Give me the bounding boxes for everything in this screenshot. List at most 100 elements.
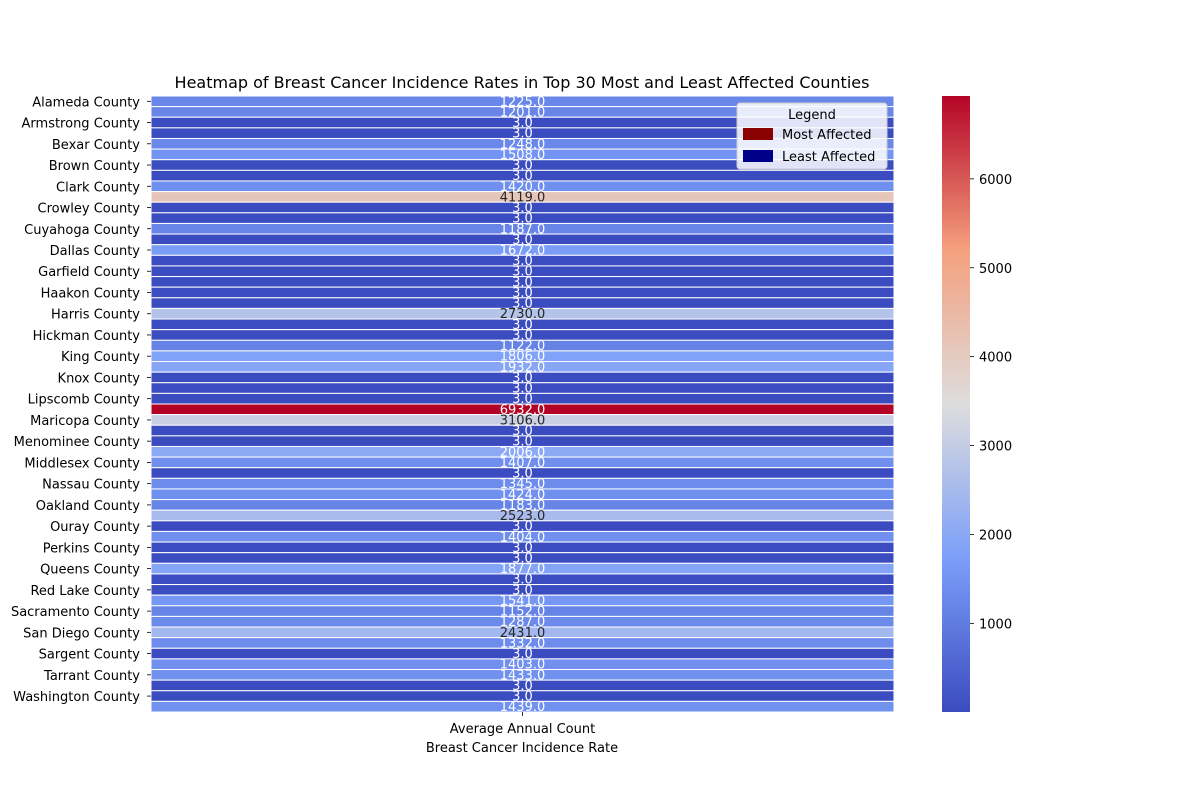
heatmap-cell-label: 2006.0: [500, 445, 546, 460]
heatmap-cell-label: 2730.0: [500, 307, 546, 322]
y-tick-label: Oakland County: [36, 499, 141, 514]
heatmap-cell-label: 3.0: [512, 297, 533, 312]
heatmap-cell-label: 1287.0: [500, 615, 546, 630]
heatmap-cell-label: 1345.0: [500, 477, 546, 492]
colorbar-tick-label: 6000: [979, 173, 1012, 188]
y-tick-label: Lipscomb County: [28, 393, 141, 408]
heatmap-cell-label: 3.0: [512, 116, 533, 131]
heatmap-cell-label: 3.0: [512, 127, 533, 142]
heatmap-cell-label: 3.0: [512, 328, 533, 343]
heatmap-cell-label: 3.0: [512, 552, 533, 567]
heatmap-cell-label: 3.0: [512, 467, 533, 482]
y-tick-label: Alameda County: [32, 95, 140, 110]
y-axis-ticks: Alameda County Armstrong County Bexar Coun…: [11, 95, 151, 705]
heatmap-cells: [150, 95, 895, 713]
heatmap-cell-label: 1404.0: [500, 530, 546, 545]
heatmap-cell-label: 3.0: [512, 254, 533, 269]
heatmap-cell-label: 3.0: [512, 201, 533, 216]
heatmap-cell-label: 1433.0: [500, 668, 546, 683]
y-tick-label: Middlesex County: [24, 456, 140, 471]
y-tick-label: Haakon County: [41, 286, 141, 301]
y-tick-label: Perkins County: [43, 541, 141, 556]
heatmap-cell-label: 3.0: [512, 541, 533, 556]
heatmap-cell-label: 1672.0: [500, 244, 546, 259]
y-tick-label: Menominee County: [14, 435, 141, 450]
heatmap-cell-label: 1407.0: [500, 456, 546, 471]
y-tick-label: Harris County: [51, 308, 140, 323]
heatmap-cell-label: 3.0: [512, 583, 533, 598]
colorbar-tick-label: 3000: [979, 440, 1012, 455]
heatmap-cell-label: 1439.0: [500, 700, 546, 715]
heatmap-cell-label: 3.0: [512, 520, 533, 535]
colorbar-tick-label: 5000: [979, 262, 1012, 277]
legend-title: Legend: [788, 108, 836, 123]
y-tick-label: Bexar County: [52, 138, 140, 153]
heatmap-cell-label: 3.0: [512, 275, 533, 290]
y-tick-label: Maricopa County: [30, 414, 140, 429]
colorbar-gradient: [942, 96, 970, 712]
heatmap-cell-label: 1152.0: [500, 605, 546, 620]
colorbar-tick-label: 1000: [979, 617, 1012, 632]
heatmap-cell-label: 3.0: [512, 159, 533, 174]
heatmap-cell-label: 3106.0: [500, 413, 546, 428]
heatmap-cell-label: 1806.0: [500, 350, 546, 365]
y-tick-label: Knox County: [58, 371, 141, 386]
heatmap-cell-label: 2523.0: [500, 509, 546, 524]
legend-label-least-affected: Least Affected: [782, 150, 875, 165]
heatmap-cell-labels: 1225.01201.03.03.01248.01508.03.03.01420…: [500, 95, 546, 715]
y-tick-label: Garfield County: [38, 265, 140, 280]
heatmap-cell-label: 6932.0: [500, 403, 546, 418]
y-tick-label: Ouray County: [50, 520, 140, 535]
y-tick-label: Brown County: [49, 159, 141, 174]
y-tick-label: Hickman County: [33, 329, 141, 344]
heatmap-cell-label: 1420.0: [500, 180, 546, 195]
heatmap-cell-label: 1122.0: [500, 339, 546, 354]
y-tick-label: King County: [61, 350, 140, 365]
colorbar: 1000 2000 3000 4000 5000 6000: [942, 96, 1012, 712]
heatmap-cell-label: 3.0: [512, 679, 533, 694]
heatmap-cell-label: 1932.0: [500, 360, 546, 375]
legend: Legend Most Affected Least Affected: [736, 102, 888, 170]
y-tick-label: Nassau County: [42, 478, 140, 493]
heatmap-cell-label: 1403.0: [500, 658, 546, 673]
y-tick-label: Crowley County: [38, 202, 141, 217]
colorbar-tick-label: 2000: [979, 528, 1012, 543]
y-tick-label: Sacramento County: [11, 605, 140, 620]
heatmap-cell-label: 3.0: [512, 435, 533, 450]
chart-title: Heatmap of Breast Cancer Incidence Rates…: [175, 73, 870, 92]
y-tick-label: Red Lake County: [30, 584, 140, 599]
heatmap-cell-label: 3.0: [512, 371, 533, 386]
heatmap-cell-label: 4119.0: [500, 190, 546, 205]
heatmap-cell-label: 2431.0: [500, 626, 546, 641]
heatmap-cell-label: 1201.0: [500, 105, 546, 120]
y-tick-label: Dallas County: [50, 244, 141, 259]
legend-swatch-least-affected: [743, 150, 773, 162]
heatmap-cell-label: 1248.0: [500, 137, 546, 152]
heatmap-cell-label: 3.0: [512, 265, 533, 280]
heatmap-cell-label: 3.0: [512, 647, 533, 662]
y-tick-label: Cuyahoga County: [24, 223, 140, 238]
colorbar-tick-label: 4000: [979, 351, 1012, 366]
x-tick-label: Average Annual Count: [450, 722, 595, 737]
legend-label-most-affected: Most Affected: [782, 128, 872, 143]
heatmap-cell-label: 3.0: [512, 212, 533, 227]
y-tick-label: Sargent County: [39, 648, 141, 663]
y-tick-label: Tarrant County: [43, 669, 140, 684]
heatmap-cell-label: 1877.0: [500, 562, 546, 577]
heatmap-cell-label: 3.0: [512, 392, 533, 407]
heatmap-cell-label: 1225.0: [500, 95, 546, 110]
heatmap-cell-label: 3.0: [512, 318, 533, 333]
heatmap-cell-label: 3.0: [512, 573, 533, 588]
x-axis-ticks: Average Annual Count: [450, 712, 595, 737]
y-tick-label: Queens County: [40, 563, 140, 578]
heatmap-cell-label: 3.0: [512, 233, 533, 248]
y-tick-label: San Diego County: [23, 626, 140, 641]
heatmap-cell-label: 3.0: [512, 286, 533, 301]
heatmap-cell-label: 3.0: [512, 382, 533, 397]
y-tick-label: Clark County: [56, 180, 140, 195]
heatmap-cell-label: 1332.0: [500, 636, 546, 651]
legend-frame: [736, 102, 888, 170]
heatmap-cell-label: 1541.0: [500, 594, 546, 609]
heatmap-cell-label: 1187.0: [500, 222, 546, 237]
